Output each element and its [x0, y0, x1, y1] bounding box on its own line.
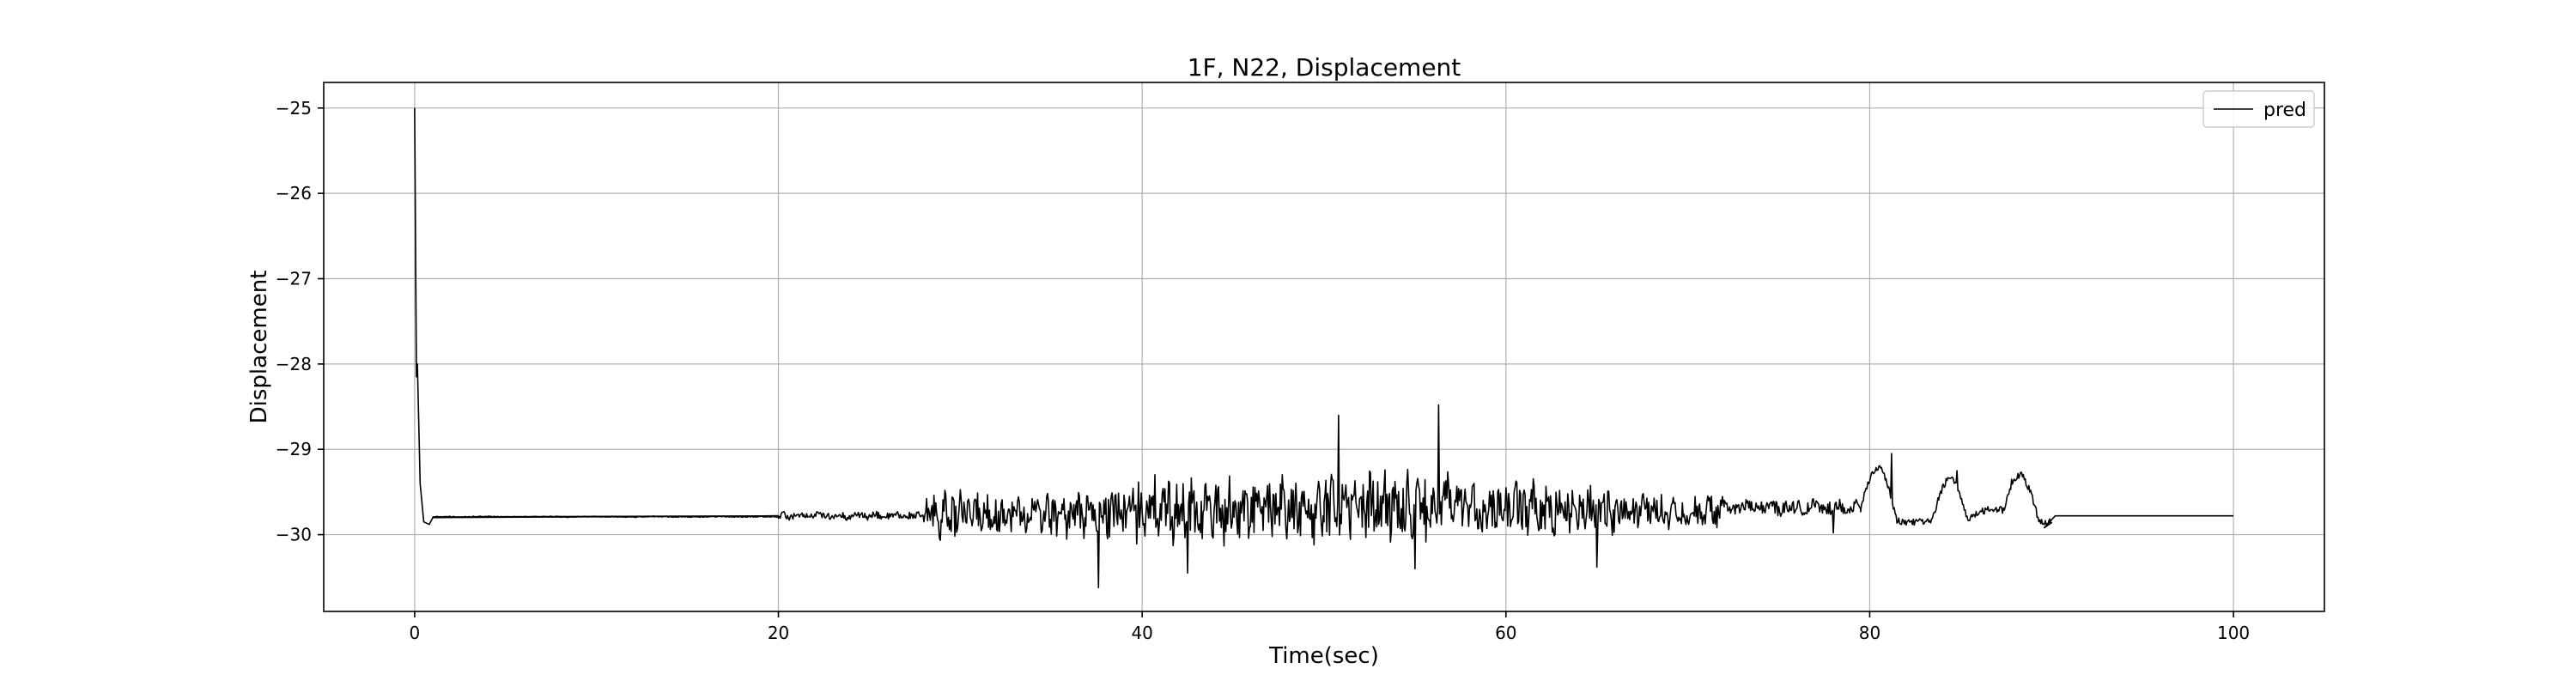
y-tick-label: −30	[276, 525, 312, 545]
legend-label-pred: pred	[2263, 100, 2306, 121]
y-tick-label: −26	[276, 183, 312, 204]
x-tick-label: 100	[2217, 623, 2250, 643]
y-tick-label: −28	[276, 354, 312, 374]
x-tick-label: 60	[1495, 623, 1516, 643]
plot-area-frame	[323, 82, 2325, 612]
x-axis-label: Time(sec)	[1268, 643, 1379, 669]
y-axis-label: Displacement	[246, 271, 272, 424]
chart-title: 1F, N22, Displacement	[1188, 53, 1461, 82]
y-tick-label: −25	[276, 98, 312, 119]
legend: pred	[2202, 90, 2315, 128]
tick-layer: 0 20 40 60 80 100 −25 −26 −27 −28 −29 −30	[276, 98, 2250, 643]
x-tick-label: 80	[1859, 623, 1880, 643]
legend-box	[2202, 90, 2315, 128]
y-tick-label: −27	[276, 269, 312, 289]
x-tick-label: 0	[410, 623, 421, 643]
x-tick-label: 20	[768, 623, 789, 643]
series-layer	[414, 107, 2234, 588]
series-line-pred	[414, 107, 2234, 588]
y-tick-label: −29	[276, 439, 312, 459]
grid-layer	[324, 82, 2324, 611]
x-tick-label: 40	[1131, 623, 1152, 643]
